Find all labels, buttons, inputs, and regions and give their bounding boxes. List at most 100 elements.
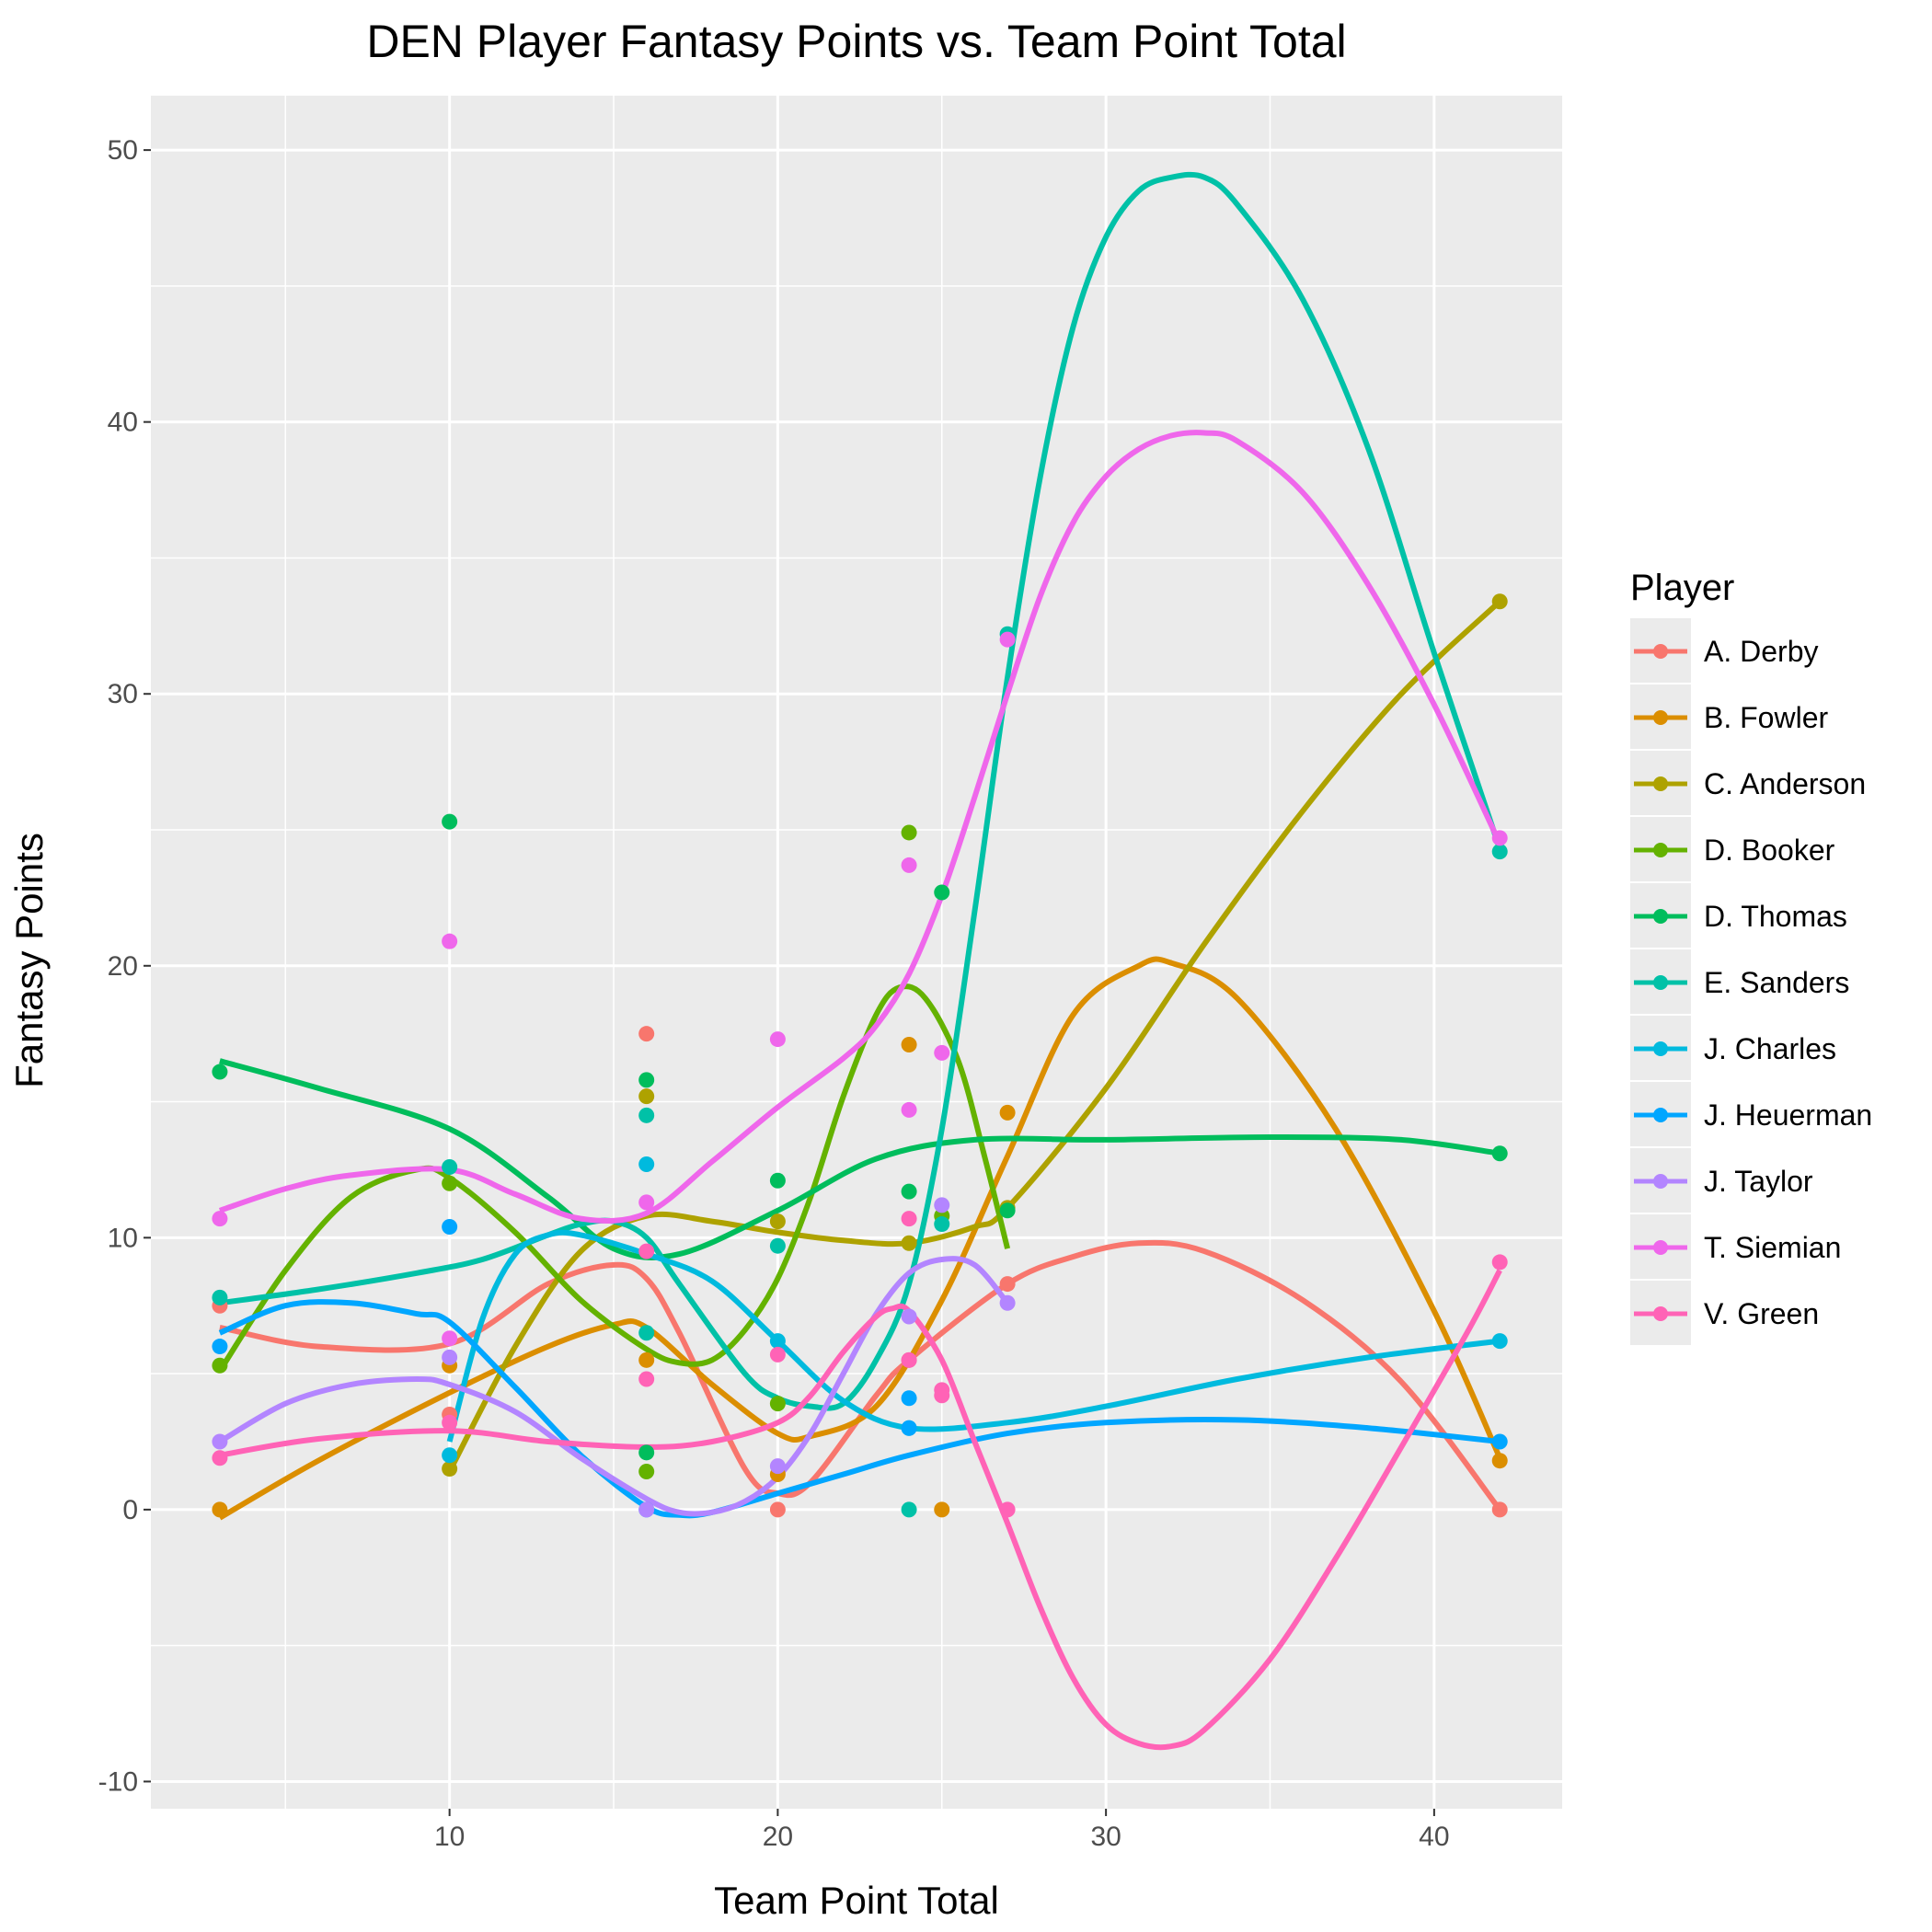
data-point [638,1194,655,1211]
legend-label: D. Thomas [1704,900,1847,933]
legend-label: J. Charles [1704,1032,1836,1065]
data-point [901,824,917,841]
legend-label: V. Green [1704,1297,1819,1330]
data-point [638,1026,655,1042]
data-point [769,1346,786,1363]
plot-panel [151,96,1562,1809]
data-point [1491,1433,1508,1450]
data-point [769,1237,786,1254]
data-point [638,1107,655,1123]
data-point [442,1219,458,1236]
data-point [901,1235,917,1251]
data-point [638,1351,655,1368]
smooth-line [446,1229,1501,1443]
smooth-line [219,1239,1502,1512]
data-point [901,1351,917,1368]
smooth-line [219,1269,1502,1751]
data-point [212,1064,228,1080]
y-tick-label: 50 [108,135,138,166]
data-point [442,1447,458,1464]
data-point [901,1390,917,1407]
data-point [442,1175,458,1191]
data-point [769,1213,786,1230]
data-points [212,593,1508,1518]
legend-key-point [1653,644,1668,659]
data-point [638,1464,655,1480]
smooth-line [218,956,1502,1521]
data-point [901,1211,917,1227]
data-point [934,1501,950,1518]
data-point [442,813,458,830]
data-point [769,1501,786,1518]
data-point [934,1216,950,1233]
legend-label: B. Fowler [1704,701,1828,734]
legend-key-point [1653,1174,1668,1189]
data-point [934,1387,950,1404]
smooth-line [446,599,1502,1473]
data-point [638,1371,655,1387]
data-point [638,1444,655,1461]
legend-key-point [1653,710,1668,725]
legend-label: T. Siemian [1704,1231,1841,1264]
data-point [901,1501,917,1518]
legend-key-point [1653,1041,1668,1056]
data-point [901,857,917,873]
smooth-line [218,430,1502,1225]
data-point [638,1243,655,1259]
y-tick-label: 10 [108,1223,138,1253]
legend-key-point [1653,909,1668,924]
data-point [999,631,1016,648]
data-point [999,1276,1016,1293]
data-point [442,1461,458,1478]
data-point [212,1339,228,1355]
data-point [999,1202,1016,1219]
data-point [999,1104,1016,1121]
y-tick-label: -10 [98,1766,138,1797]
legend-label: E. Sanders [1704,966,1849,999]
panel-background [151,96,1562,1809]
legend-key-point [1653,1108,1668,1122]
data-point [638,1156,655,1173]
legend-label: J. Taylor [1704,1165,1813,1198]
data-point [212,1289,228,1305]
data-point [212,1357,228,1374]
data-point [638,1088,655,1105]
data-point [1491,830,1508,846]
x-tick-label: 30 [1090,1822,1121,1852]
y-tick-label: 30 [108,679,138,709]
data-point [442,1330,458,1347]
legend: Player A. Derby B. Fowler C. Anderson D. Bo… [1630,568,1872,1345]
smooth-lines [217,171,1503,1751]
smooth-line [219,171,1503,1411]
data-point [1491,593,1508,610]
data-point [769,1031,786,1048]
data-point [934,1197,950,1213]
chart-title: DEN Player Fantasy Points vs. Team Point… [366,16,1346,67]
legend-label: C. Anderson [1704,767,1866,800]
legend-key-point [1653,776,1668,791]
data-point [999,1501,1016,1518]
data-point [638,1072,655,1088]
data-point [901,1308,917,1325]
data-point [212,1211,228,1227]
x-tick-label: 10 [434,1822,465,1852]
legend-key-point [1653,975,1668,990]
data-point [769,1333,786,1350]
data-point [442,933,458,949]
data-point [901,1183,917,1200]
axis-ticks: 10 20 30 40 -10 0 10 20 30 40 50 [98,135,1450,1852]
data-point [1491,844,1508,860]
data-point [442,1349,458,1365]
data-point [442,1414,458,1431]
data-point [212,1501,228,1518]
data-point [638,1325,655,1341]
data-point [1491,1453,1508,1469]
y-axis-title: Fantasy Points [7,833,51,1088]
data-point [769,1172,786,1189]
data-point [901,1101,917,1118]
data-point [901,1036,917,1052]
data-point [1491,1501,1508,1518]
data-point [1491,1254,1508,1271]
